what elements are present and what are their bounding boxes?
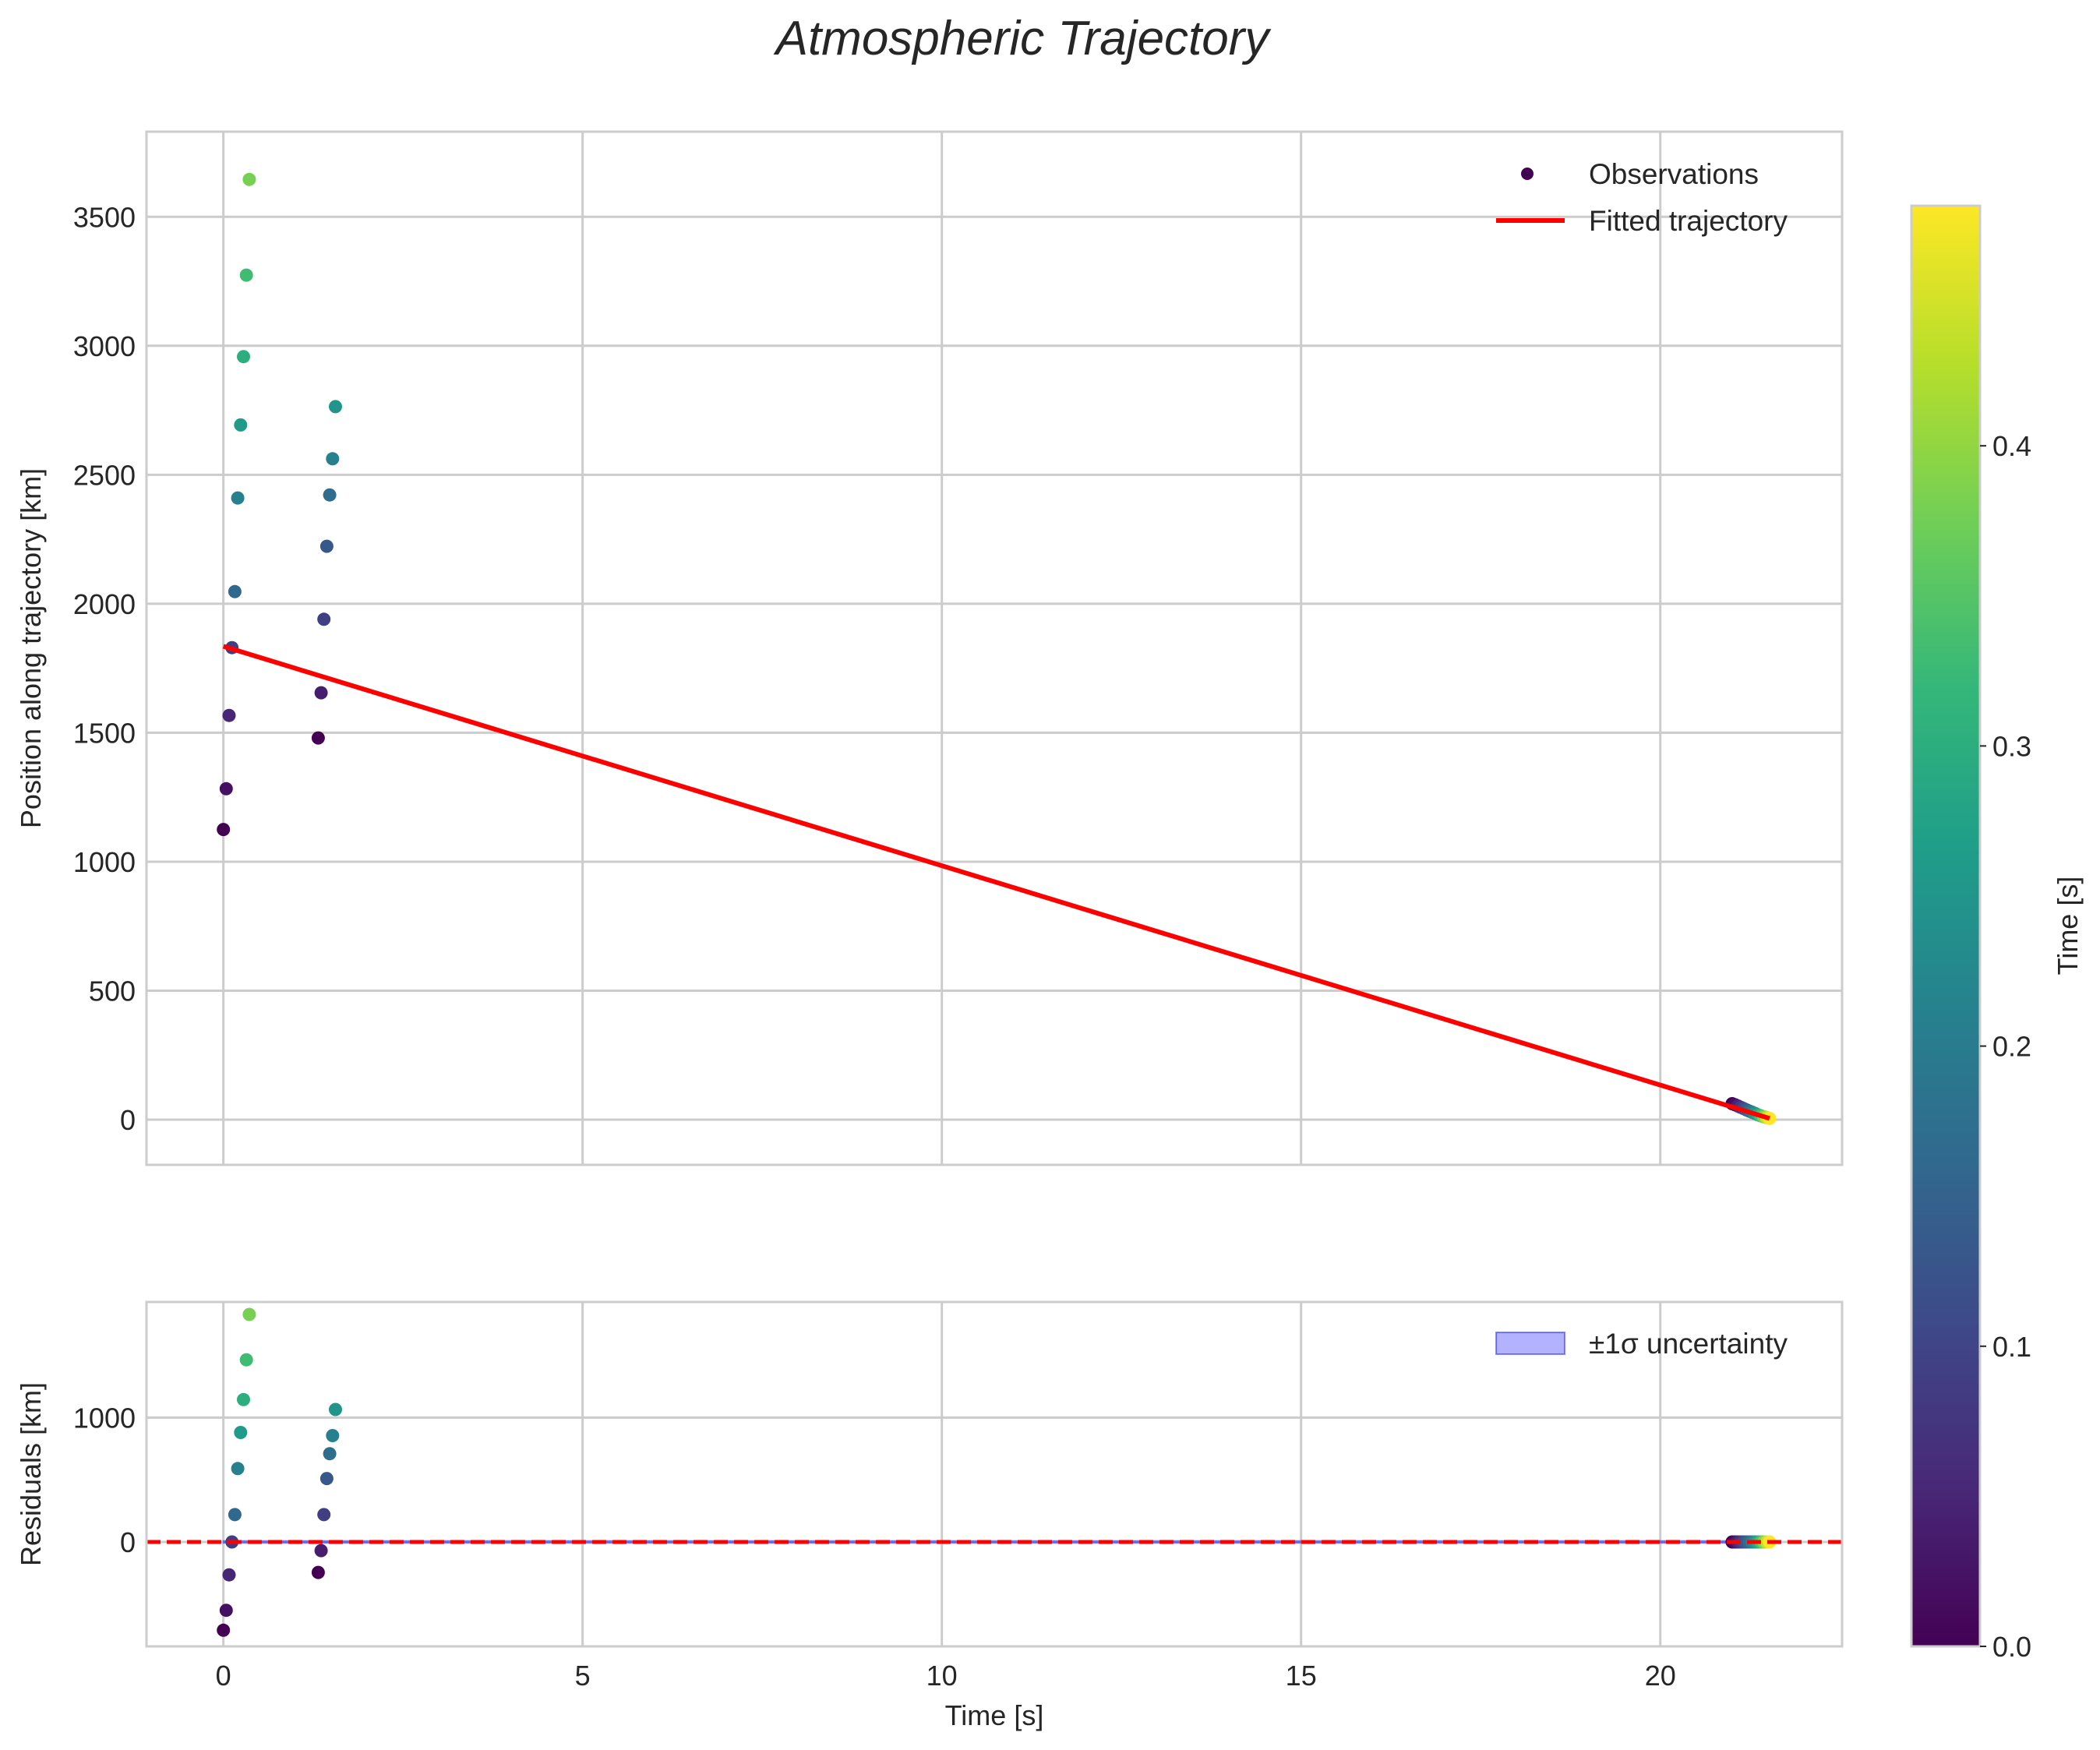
observation-point <box>319 539 334 553</box>
residuals-y-axis-label: Residuals [km] <box>15 1382 47 1566</box>
residual-point <box>317 1508 331 1522</box>
x-axis-label: Time [s] <box>945 1699 1044 1731</box>
observation-point <box>311 731 325 745</box>
colorbar-tick-label: 0.2 <box>1992 1031 2031 1063</box>
observation-point <box>329 400 342 414</box>
x-tick-label: 0 <box>216 1660 231 1692</box>
x-tick-label: 5 <box>575 1660 591 1692</box>
y-tick-label: 0 <box>120 1104 136 1136</box>
residual-point <box>219 1604 233 1618</box>
legend-observations-label: Observations <box>1589 158 1759 190</box>
chart-title: Atmospheric Trajectory <box>773 12 1272 65</box>
y-tick-label: 2500 <box>73 459 136 491</box>
y-tick-label: 500 <box>89 976 136 1007</box>
colorbar-tick-label: 0.3 <box>1992 730 2031 762</box>
residual-point <box>237 1392 250 1406</box>
trajectory-legend: Observations Fitted trajectory <box>1496 158 1788 237</box>
observation-point <box>217 823 231 837</box>
colorbar-tick-label: 0.4 <box>1992 430 2031 462</box>
observation-point <box>231 491 245 505</box>
residuals-axes-frame <box>145 1300 1844 1648</box>
colorbar-label: Time [s] <box>2052 877 2084 976</box>
y-tick-label: 0 <box>120 1526 136 1558</box>
legend-uncertainty-swatch <box>1495 1332 1565 1355</box>
observation-point <box>234 418 248 432</box>
residuals-legend: ±1σ uncertainty <box>1495 1328 1788 1360</box>
colorbar-tick-label: 0.1 <box>1992 1331 2031 1363</box>
x-tick-label: 20 <box>1645 1660 1676 1692</box>
colorbar: 0.0 0.1 0.2 0.3 0.4 Time [s] <box>1910 204 2084 1663</box>
trajectory-y-ticks: 0 500 1000 1500 2000 2500 3000 3500 <box>73 201 136 1136</box>
y-tick-label: 3000 <box>73 330 136 362</box>
legend-observations-marker <box>1521 168 1534 180</box>
residual-point <box>329 1402 342 1417</box>
trajectory-axes-frame <box>145 130 1844 1166</box>
residual-point <box>319 1472 334 1486</box>
residual-point <box>239 1353 253 1367</box>
residual-point <box>231 1462 245 1476</box>
residual-point <box>217 1623 231 1637</box>
colorbar-tick-label: 0.0 <box>1992 1631 2031 1663</box>
legend-uncertainty-label: ±1σ uncertainty <box>1589 1328 1788 1360</box>
colorbar-gradient <box>1910 204 1982 1648</box>
residuals-x-ticks: 0 5 10 15 20 <box>216 1660 1676 1692</box>
y-tick-label: 1500 <box>73 717 136 749</box>
observation-point <box>317 612 331 626</box>
observation-point <box>314 686 328 700</box>
residual-point <box>222 1568 236 1582</box>
residual-point <box>326 1429 340 1442</box>
residual-point <box>228 1508 242 1522</box>
residuals-grid <box>146 1302 1842 1646</box>
y-tick-label: 3500 <box>73 201 136 233</box>
x-tick-label: 15 <box>1286 1660 1317 1692</box>
observation-point <box>239 268 253 282</box>
residuals-points <box>146 1307 1842 1637</box>
legend-fitted-label: Fitted trajectory <box>1589 205 1788 237</box>
residual-point <box>314 1544 328 1558</box>
trajectory-observations <box>217 172 1777 1125</box>
observation-point <box>219 782 233 796</box>
residual-point <box>323 1447 337 1461</box>
residuals-y-ticks: 0 1000 <box>73 1402 136 1558</box>
observation-point <box>242 172 256 186</box>
observation-point <box>222 708 236 722</box>
trajectory-grid <box>146 132 1842 1165</box>
residual-point <box>234 1426 248 1439</box>
y-tick-label: 2000 <box>73 588 136 620</box>
residual-point <box>242 1307 256 1321</box>
observation-point <box>237 350 250 364</box>
residuals-panel: 0 1000 0 5 10 15 20 Residuals [km] Time [s] ±… <box>15 1300 1844 1731</box>
observation-point <box>326 452 340 466</box>
trajectory-panel: 0 500 1000 1500 2000 2500 3000 3500 Position al… <box>15 130 1844 1166</box>
fitted-trajectory-line <box>222 644 1770 1121</box>
observation-point <box>228 584 242 598</box>
colorbar-ticks: 0.0 0.1 0.2 0.3 0.4 <box>1980 430 2031 1663</box>
observation-point <box>323 488 337 502</box>
x-tick-label: 10 <box>926 1660 958 1692</box>
trajectory-y-axis-label: Position along trajectory [km] <box>15 468 47 828</box>
y-tick-label: 1000 <box>73 1402 136 1434</box>
y-tick-label: 1000 <box>73 846 136 878</box>
residual-point <box>311 1565 325 1579</box>
